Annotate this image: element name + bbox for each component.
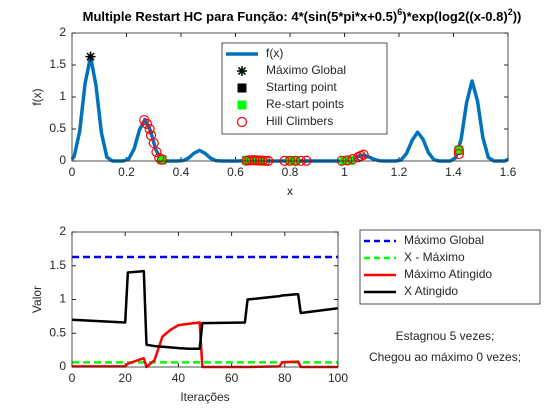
x-tick-label: 0.2 — [118, 165, 135, 179]
title-part: 2 — [508, 7, 513, 17]
marker — [342, 155, 353, 166]
marker — [85, 51, 96, 62]
x-tick-label: 0 — [69, 371, 76, 385]
axes-box — [71, 231, 339, 368]
axes-box — [71, 32, 509, 162]
marker-shape — [244, 155, 255, 166]
y-tick-label: 2 — [59, 224, 66, 238]
title-part: )) — [513, 9, 522, 24]
legend-label: X - Máximo — [404, 250, 465, 264]
x-tick-label: 0.8 — [282, 165, 299, 179]
marker-shape — [252, 155, 263, 166]
marker-shape — [237, 66, 247, 76]
marker — [358, 149, 369, 160]
x-tick-label: 1 — [341, 165, 348, 179]
x-tick-label: 40 — [172, 371, 186, 385]
marker — [141, 118, 153, 129]
x-tick-label: 0.6 — [227, 165, 244, 179]
title-part: 6 — [397, 7, 402, 17]
x-tick-label: 0.4 — [173, 165, 190, 179]
marker-shape — [237, 83, 247, 93]
plot-area — [72, 232, 338, 367]
legend-label: f(x) — [266, 46, 283, 60]
marker — [252, 155, 263, 166]
marker — [236, 116, 248, 128]
x-tick-label: 1.2 — [391, 165, 408, 179]
line-series — [71, 269, 339, 351]
x-tick-label: 1.6 — [500, 165, 517, 179]
x-tick-label: 0 — [69, 165, 76, 179]
marker-shape — [154, 152, 165, 163]
marker-shape — [141, 118, 153, 129]
x-tick-label: 60 — [225, 371, 239, 385]
legend-label: Máximo Global — [404, 233, 484, 247]
marker — [154, 152, 165, 163]
marker-shape — [246, 155, 257, 166]
marker-shape — [342, 155, 353, 166]
title-part: )*exp(log2((x-0.8) — [402, 9, 507, 24]
y-tick-label: 1 — [59, 89, 66, 103]
marker — [151, 146, 162, 158]
x-tick-label: 100 — [328, 371, 348, 385]
y-tick-label: 0 — [59, 153, 66, 167]
y-tick-label: 0.5 — [49, 325, 66, 339]
marker-shape — [156, 154, 168, 165]
legend-box — [221, 42, 388, 135]
marker — [148, 137, 159, 149]
title-part: Multiple Restart HC para Função: 4*(sin(… — [83, 9, 398, 24]
x-axis-label: Iterações — [180, 390, 229, 404]
legend-label: Starting point — [266, 80, 337, 94]
y-tick-label: 0.5 — [49, 121, 66, 135]
marker-shape — [86, 52, 95, 61]
marker-shape — [358, 149, 369, 160]
marker — [237, 100, 247, 110]
marker-shape — [144, 123, 155, 135]
annotation: Chegou ao máximo 0 vezes; — [369, 350, 521, 364]
marker — [249, 155, 260, 166]
marker — [246, 155, 257, 166]
y-axis-label: f(x) — [30, 88, 44, 105]
marker — [244, 155, 255, 166]
legend-label: X Atingido — [404, 284, 458, 298]
legend-label: Hill Climbers — [266, 114, 333, 128]
y-tick-label: 2 — [59, 25, 66, 39]
marker — [237, 66, 247, 76]
y-tick-label: 1.5 — [49, 258, 66, 272]
x-tick-label: 80 — [278, 371, 292, 385]
marker — [453, 145, 465, 156]
marker-shape — [249, 155, 260, 166]
annotation: Estagnou 5 vezes; — [396, 329, 495, 343]
y-axis-label: Valor — [30, 286, 44, 313]
legend-label: Máximo Atingido — [404, 267, 492, 281]
y-tick-label: 1.5 — [49, 57, 66, 71]
marker-shape — [453, 148, 465, 160]
line-series — [72, 321, 338, 369]
legend-label: Re-start points — [266, 97, 344, 111]
x-axis-label: x — [287, 184, 293, 198]
y-tick-label: 1 — [59, 292, 66, 306]
marker-shape — [148, 137, 159, 149]
marker — [237, 83, 247, 93]
marker-shape — [453, 145, 465, 156]
chart-title: Multiple Restart HC para Função: 4*(sin(… — [83, 7, 522, 24]
marker-shape — [236, 116, 248, 128]
marker — [453, 148, 465, 160]
marker — [156, 154, 168, 165]
marker-shape — [151, 146, 162, 158]
legend-label: Máximo Global — [266, 63, 346, 77]
marker-shape — [237, 100, 247, 110]
y-tick-label: 0 — [59, 359, 66, 373]
x-tick-label: 1.4 — [445, 165, 462, 179]
marker — [144, 123, 155, 135]
x-tick-label: 20 — [119, 371, 133, 385]
